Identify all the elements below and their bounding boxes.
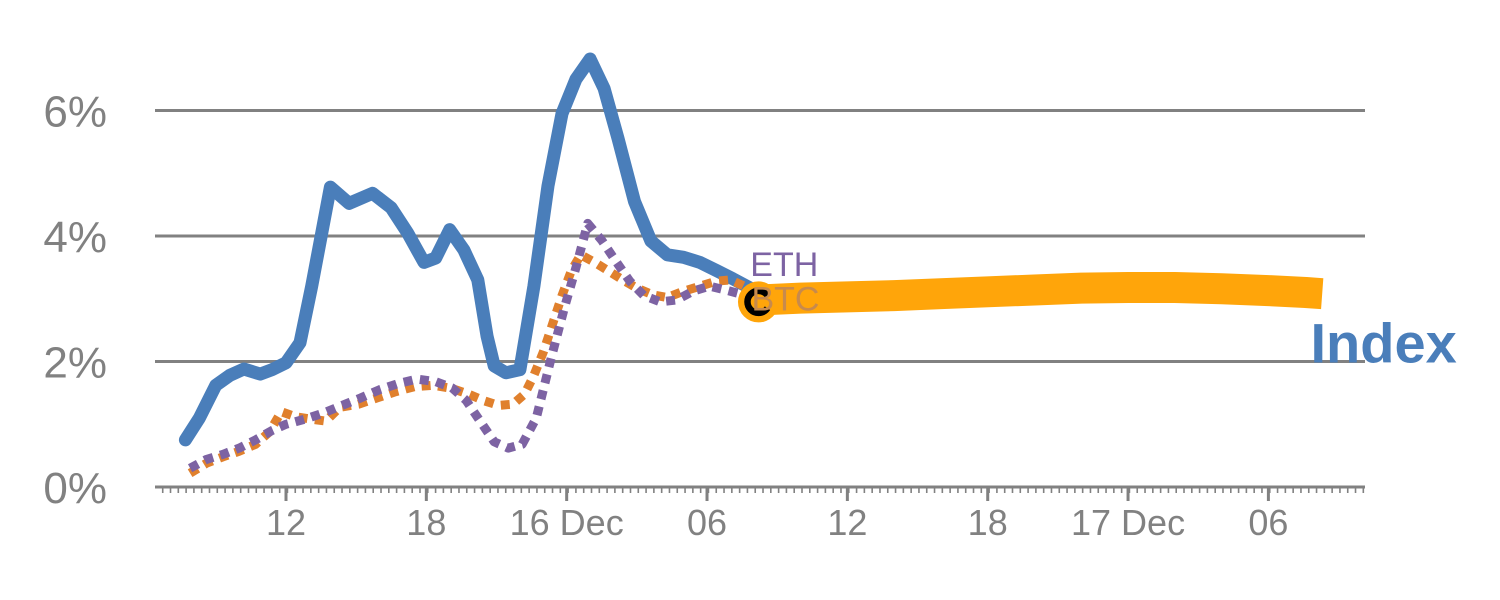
current-marker-halo <box>737 281 779 323</box>
x-tick-label: 17 Dec <box>1071 502 1185 543</box>
x-tick-label: 16 Dec <box>510 502 624 543</box>
x-tick-label: 18 <box>406 502 446 543</box>
y-tick-label: 0% <box>43 464 107 513</box>
series-label-btc: BTC <box>751 281 819 319</box>
x-tick-label: 06 <box>687 502 727 543</box>
index-line <box>178 52 765 447</box>
series-label-eth: ETH <box>750 246 818 284</box>
eth-line <box>187 218 765 473</box>
y-tick-label: 4% <box>43 213 107 262</box>
btc-line <box>187 250 766 478</box>
y-tick-label: 2% <box>43 339 107 388</box>
current-marker-ring <box>744 287 773 317</box>
y-tick-label: 6% <box>43 88 107 137</box>
series-label-index: Index <box>1310 311 1456 374</box>
index_forecast-line <box>757 272 1324 316</box>
x-tick-label: 06 <box>1248 502 1288 543</box>
x-tick-label: 12 <box>827 502 867 543</box>
x-tick-label: 18 <box>968 502 1008 543</box>
x-tick-label: 12 <box>266 502 306 543</box>
